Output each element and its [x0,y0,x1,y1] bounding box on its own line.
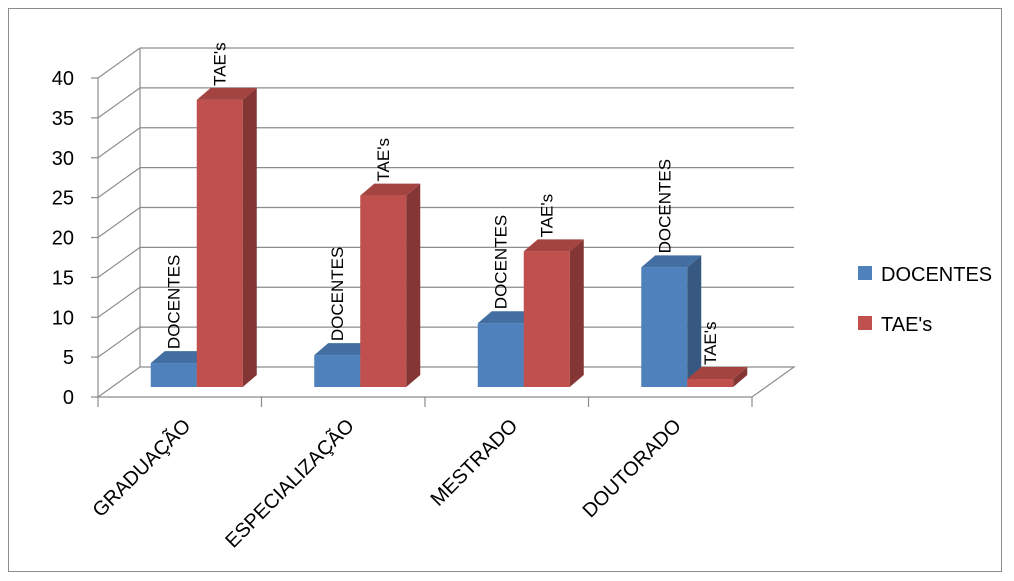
bar-front [523,251,570,387]
bar [196,87,257,388]
bar-front [196,99,243,388]
bar-top [150,351,211,364]
x-axis [97,397,753,407]
bar-side [687,255,702,387]
legend-item: DOCENTES [858,264,992,286]
data-label: TAE's [211,42,230,86]
category-label: GRADUAÇÃO [87,414,195,522]
y-tick-label: 15 [52,267,74,289]
data-label: DOCENTES [655,159,674,253]
gridline-side [97,127,141,159]
bars [150,87,748,388]
gridline-side [97,326,141,358]
bar-top [196,87,257,100]
bar [523,239,584,387]
category-label: ESPECIALIZAÇÃO [220,414,359,553]
bar-top [477,311,538,324]
floor [96,366,796,398]
legend-item: TAE's [858,314,932,336]
bar-side [569,239,584,387]
gridline-side [97,246,141,278]
gridline-side [97,167,141,199]
legend: DOCENTES TAE's [858,264,992,336]
data-label: DOCENTES [165,255,184,349]
y-tick-label: 20 [52,228,74,250]
bar-top [360,183,421,196]
bar [360,183,421,387]
data-label: TAE's [701,321,720,365]
y-tick-label: 5 [63,347,74,369]
bar-front [150,363,197,387]
bar-side [733,367,748,387]
bar-top [523,239,584,252]
legend-swatch [858,316,872,330]
data-labels: DOCENTES TAE's DOCENTES TAE's DOCENTES TAE's D… [165,42,721,365]
bar-side [242,87,257,388]
category-labels: GRADUAÇÃO ESPECIALIZAÇÃO MESTRADO DOUTORADO [87,414,686,553]
category-label: MESTRADO [427,415,523,511]
y-axis-ticks: 0 5 10 15 20 25 30 35 40 [52,68,98,409]
bar-front [641,267,688,387]
data-label: DOCENTES [328,247,347,341]
bar-front [477,323,524,387]
y-tick-label: 30 [52,148,74,170]
legend-swatch [858,266,872,280]
bar-front [314,355,361,387]
data-label: DOCENTES [492,215,511,309]
gridline-side [97,207,141,238]
gridline-side [97,286,141,318]
y-tick-label: 25 [52,188,74,210]
bar-front [687,379,734,387]
bar [687,367,748,387]
gridline-side [97,47,141,79]
legend-label: TAE's [881,314,932,336]
bar-side [406,183,421,387]
chart-frame [8,8,1002,572]
category-label: DOUTORADO [579,415,686,522]
gridline-side [97,87,141,119]
y-tick-label: 40 [52,68,74,90]
bar-top [687,367,748,380]
y-tick-label: 0 [63,387,74,409]
bar [641,255,702,387]
y-tick-label: 10 [52,307,74,329]
y-tick-label: 35 [52,108,74,130]
data-label: TAE's [538,194,557,238]
bar-top [314,343,375,356]
bar-top [641,255,702,268]
legend-label: DOCENTES [881,264,992,286]
data-label: TAE's [374,138,393,182]
bar-front [360,195,407,387]
